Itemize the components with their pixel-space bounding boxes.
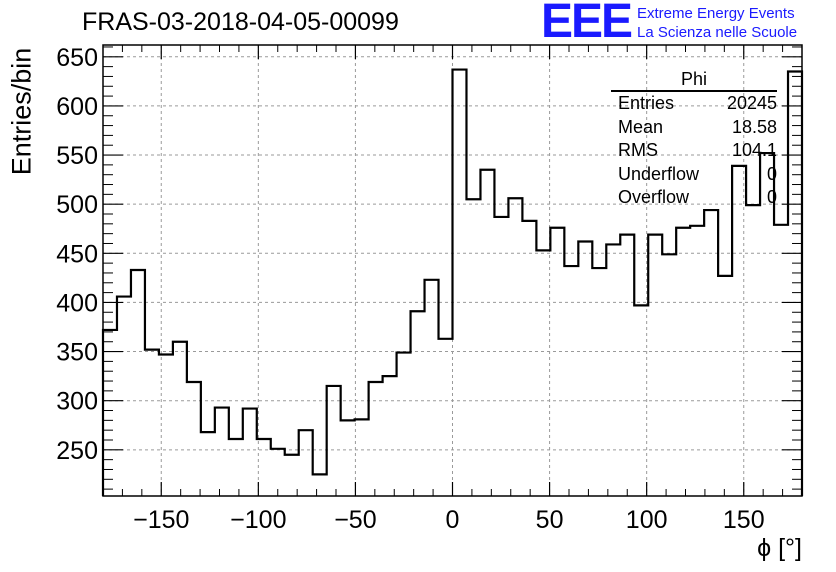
y-axis-label: Entries/bin: [6, 47, 37, 176]
eee-logo: EEE: [541, 0, 633, 48]
x-tick-label: −50: [334, 506, 376, 534]
histogram-bin: [439, 339, 453, 496]
stats-row-overflow: Overflow 0: [611, 186, 777, 210]
histogram-bin: [732, 166, 746, 496]
histogram-bin: [606, 244, 620, 496]
y-tick-label: 250: [56, 437, 98, 465]
histogram-bin: [648, 235, 662, 496]
logo-line-1: Extreme Energy Events: [637, 5, 795, 22]
histogram-bin: [480, 170, 494, 496]
stats-value: 0: [766, 187, 777, 207]
stats-label: RMS: [618, 140, 658, 160]
histogram-bin: [229, 439, 243, 496]
histogram-bin: [201, 432, 215, 496]
histogram-bin: [774, 225, 788, 496]
histogram-bin: [425, 280, 439, 496]
stats-row-entries: Entries 20245: [611, 92, 777, 116]
histogram-bin: [718, 276, 732, 496]
histogram-bin: [159, 355, 173, 496]
histogram-bin: [578, 242, 592, 496]
stats-value: 104.1: [731, 140, 777, 160]
stats-label: Overflow: [618, 187, 690, 207]
logo-line-2: La Scienza nelle Scuole: [637, 24, 798, 41]
stats-label: Entries: [618, 93, 675, 113]
y-tick-label: 400: [56, 289, 98, 317]
x-tick-label: 0: [446, 506, 460, 534]
histogram-bin: [131, 270, 145, 496]
histogram-bin: [564, 266, 578, 496]
histogram-bin: [522, 221, 536, 496]
histogram-bin: [327, 386, 341, 496]
histogram-bin: [466, 199, 480, 496]
x-tick-label: −100: [230, 506, 286, 534]
histogram-bin: [536, 250, 550, 496]
stats-row-rms: RMS 104.1: [611, 139, 777, 163]
stats-title: Phi: [611, 68, 777, 92]
stats-value: 0: [766, 163, 777, 184]
histogram-bin: [662, 254, 676, 496]
y-tick-label: 500: [56, 191, 98, 219]
histogram-bin: [620, 235, 634, 496]
x-tick-label: 150: [723, 506, 765, 534]
histogram-bin: [592, 268, 606, 496]
y-tick-label: 300: [56, 388, 98, 416]
stats-label: Underflow: [618, 163, 700, 184]
stats-value: 18.58: [731, 116, 777, 137]
histogram-bin: [453, 70, 467, 496]
histogram-bin: [117, 297, 131, 496]
y-tick-label: 350: [56, 339, 98, 367]
histogram-bin: [383, 376, 397, 496]
stats-label: Mean: [618, 116, 664, 137]
y-tick-label: 600: [56, 93, 98, 121]
histogram-bin: [690, 226, 704, 496]
y-tick-label: 550: [56, 142, 98, 170]
stats-box: Phi Entries 20245 Mean 18.58 RMS 104.1 U…: [611, 68, 777, 210]
x-axis-label: ϕ [°]: [757, 534, 802, 562]
stats-row-underflow: Underflow 0: [611, 163, 777, 187]
logo-caption: Extreme Energy Events La Scienza nelle S…: [637, 4, 797, 42]
histogram-bin: [550, 228, 564, 496]
histogram-bin: [411, 311, 425, 496]
histogram-bin: [341, 420, 355, 496]
histogram-bin: [634, 305, 648, 496]
histogram-bin: [145, 350, 159, 496]
histogram-bin: [243, 409, 257, 496]
stats-row-mean: Mean 18.58: [611, 116, 777, 140]
histogram-bin: [215, 408, 229, 496]
stats-value: 20245: [726, 93, 777, 113]
histogram-bin: [508, 198, 522, 496]
histogram-bin: [313, 474, 327, 496]
histogram-bin: [397, 353, 411, 496]
histogram-series: [101, 68, 804, 496]
histogram-bin: [285, 455, 299, 496]
histogram-bin: [299, 430, 313, 496]
x-tick-label: −150: [133, 506, 189, 534]
histogram-bin: [494, 217, 508, 496]
histogram-bin: [746, 205, 760, 496]
chart-title: FRAS-03-2018-04-05-00099: [82, 8, 399, 36]
histogram-bin: [173, 342, 187, 496]
x-tick-label: 50: [536, 506, 564, 534]
histogram-bin: [355, 419, 369, 496]
y-tick-label: 450: [56, 240, 98, 268]
y-tick-label: 650: [56, 44, 98, 72]
histogram-bin: [103, 330, 117, 496]
histogram-bin: [704, 210, 718, 496]
histogram-bin: [187, 382, 201, 496]
x-tick-label: 100: [626, 506, 668, 534]
histogram-bin: [271, 449, 285, 496]
histogram-bin: [676, 228, 690, 496]
histogram-bin: [369, 382, 383, 496]
